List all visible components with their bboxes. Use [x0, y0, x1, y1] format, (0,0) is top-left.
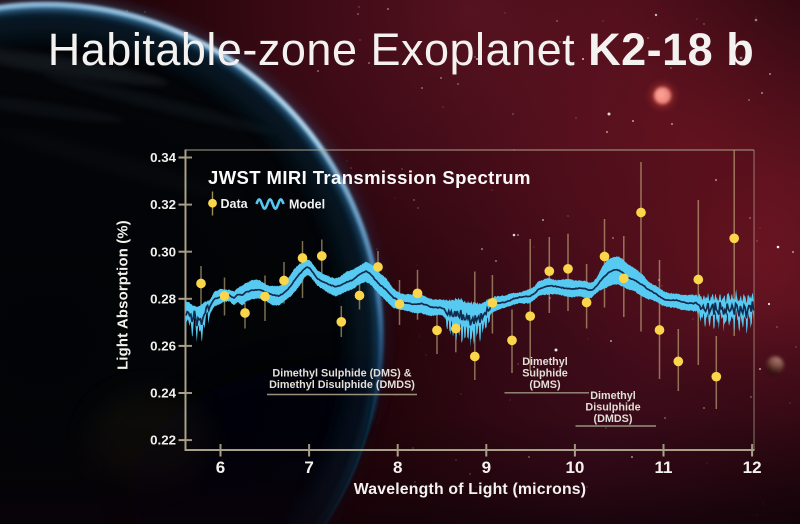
svg-text:0.26: 0.26: [150, 339, 176, 354]
svg-text:Dimethyl: Dimethyl: [522, 356, 568, 368]
svg-text:Wavelength of Light (microns): Wavelength of Light (microns): [354, 481, 587, 498]
svg-text:(DMDS): (DMDS): [594, 413, 633, 425]
svg-text:0.30: 0.30: [150, 244, 176, 259]
svg-text:9: 9: [482, 458, 491, 477]
svg-text:(DMS): (DMS): [529, 379, 561, 391]
svg-text:Data: Data: [221, 197, 249, 211]
svg-text:Habitable-zone Exoplanet K2-18: Habitable-zone Exoplanet K2-18 b: [48, 24, 754, 75]
svg-text:0.34: 0.34: [150, 150, 176, 165]
svg-text:0.32: 0.32: [150, 197, 176, 212]
svg-text:10: 10: [565, 458, 584, 477]
svg-text:JWST MIRI Transmission Spectru: JWST MIRI Transmission Spectrum: [208, 167, 531, 188]
svg-text:6: 6: [216, 458, 225, 477]
svg-text:0.24: 0.24: [150, 386, 176, 401]
svg-text:12: 12: [743, 458, 762, 477]
svg-text:Dimethyl: Dimethyl: [590, 390, 636, 402]
svg-text:0.22: 0.22: [150, 433, 176, 448]
svg-text:8: 8: [393, 458, 402, 477]
svg-text:7: 7: [304, 458, 313, 477]
svg-text:11: 11: [655, 458, 673, 477]
svg-text:Light Absorption (%): Light Absorption (%): [116, 220, 132, 370]
svg-text:0.28: 0.28: [150, 291, 176, 306]
svg-text:Model: Model: [289, 198, 325, 212]
svg-text:Sulphide: Sulphide: [522, 368, 568, 380]
svg-text:Dimethyl Disulphide (DMDS): Dimethyl Disulphide (DMDS): [269, 379, 415, 391]
svg-text:Disulphide: Disulphide: [585, 402, 640, 414]
svg-text:Dimethyl Sulphide (DMS) &: Dimethyl Sulphide (DMS) &: [272, 368, 411, 380]
